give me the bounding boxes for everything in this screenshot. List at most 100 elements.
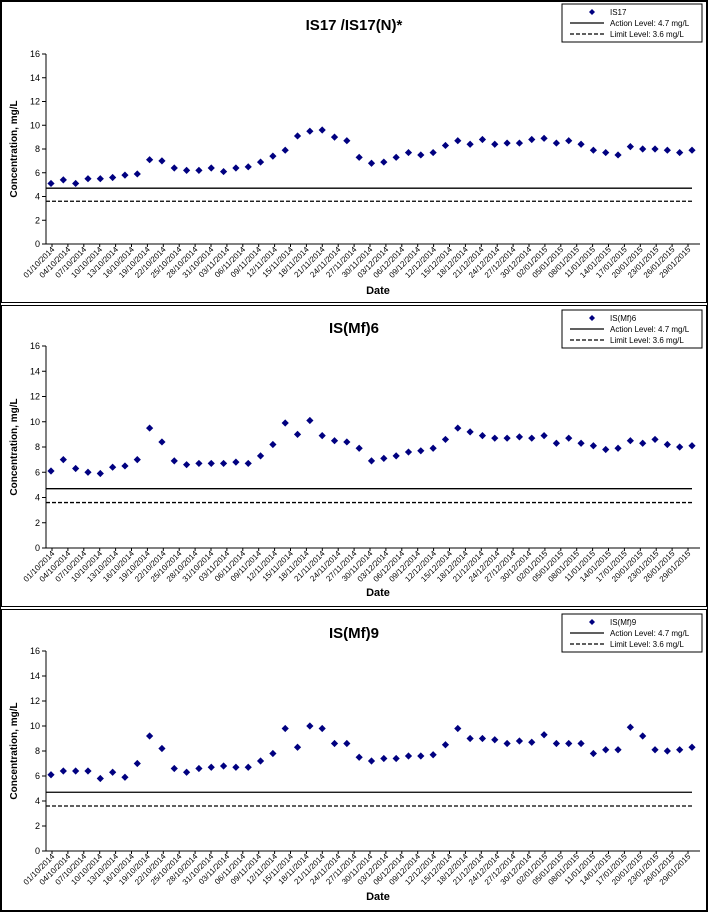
data-point [219,762,228,770]
data-point [454,424,462,432]
data-point [491,140,499,148]
data-point [256,452,265,460]
data-point [626,437,634,445]
data-point [343,438,351,446]
data-point [72,464,80,473]
data-point [133,456,141,464]
data-point [663,440,671,449]
data-point [158,744,166,753]
data-point [293,743,302,751]
data-point [281,724,289,733]
data-point [552,739,561,748]
data-point [429,751,437,759]
x-axis-label: Date [366,891,390,903]
legend: IS(Mf)6 Action Level: 4.7 mg/L Limit Level… [561,309,703,349]
data-point [59,176,67,184]
data-point [84,468,92,476]
data-point [330,739,339,748]
data-point [47,467,55,475]
data-point [552,139,561,147]
legend-label: Limit Level: 3.6 mg/L [610,30,684,39]
data-point [663,146,671,154]
data-point [72,179,80,188]
data-point [84,175,92,183]
data-point [343,739,351,748]
data-point [429,444,437,452]
data-point [639,145,647,153]
data-point [602,445,610,454]
data-point [232,164,240,172]
legend: IS17 Action Level: 4.7 mg/L Limit Level: 3… [561,3,703,43]
data-point [552,439,561,447]
data-point [478,135,487,144]
data-point [577,140,585,148]
data-point [614,151,622,159]
data-point [281,419,289,427]
legend-box [561,309,703,349]
data-point [367,757,376,765]
data-point [540,731,548,739]
y-tick-label: 4 [35,796,40,806]
data-point [306,416,314,425]
data-point [219,459,228,468]
data-point [614,746,622,754]
data-point [256,158,265,166]
data-point [195,764,203,773]
data-point [343,137,351,145]
data-point [589,749,597,758]
y-axis-label: Concentration, mg/L [9,398,20,495]
y-tick-label: 2 [35,821,40,831]
data-point [639,732,647,740]
data-point [380,454,388,462]
data-point [651,435,659,444]
data-point [306,127,314,135]
data-point [503,739,511,748]
data-point [565,137,573,145]
data-point [528,738,536,746]
chart-title: IS(Mf)9 [329,625,379,642]
chart-panel-1: IS17 /IS17(N)* 0 2 4 6 8 10 12 14 16 Concentration… [1,1,707,303]
data-point [244,163,252,171]
y-tick-label: 10 [30,721,40,731]
data-point [417,752,425,760]
y-tick-label: 2 [35,215,40,225]
y-tick-label: 12 [30,696,40,706]
y-tick-label: 0 [35,846,40,856]
data-point [565,739,573,748]
data-point [466,734,474,743]
data-point [269,440,277,449]
data-point [170,164,178,172]
data-point [47,179,55,188]
data-point [429,148,437,157]
legend-label: IS17 [610,8,627,17]
data-point [441,435,450,444]
data-point [207,459,215,468]
data-point [676,746,684,754]
data-point [380,754,388,763]
data-point [503,139,511,147]
data-point [133,759,141,768]
data-point [109,463,117,471]
data-point [96,469,104,478]
data-point [528,135,536,144]
data-point [528,434,536,442]
data-point [256,757,265,765]
data-point [318,724,326,733]
data-point [121,462,129,470]
y-tick-label: 6 [35,168,40,178]
x-axis-label: Date [366,285,390,297]
chart-title: IS(Mf)6 [329,320,379,337]
data-point [392,754,400,763]
chart-panel-border [1,609,707,911]
data-point [195,459,203,468]
data-point [614,444,622,452]
y-tick-label: 16 [30,341,40,351]
data-point [146,732,154,740]
data-point [688,146,696,154]
data-point [540,134,548,142]
y-tick-label: 14 [30,366,40,376]
legend-marker-diamond [589,9,595,15]
